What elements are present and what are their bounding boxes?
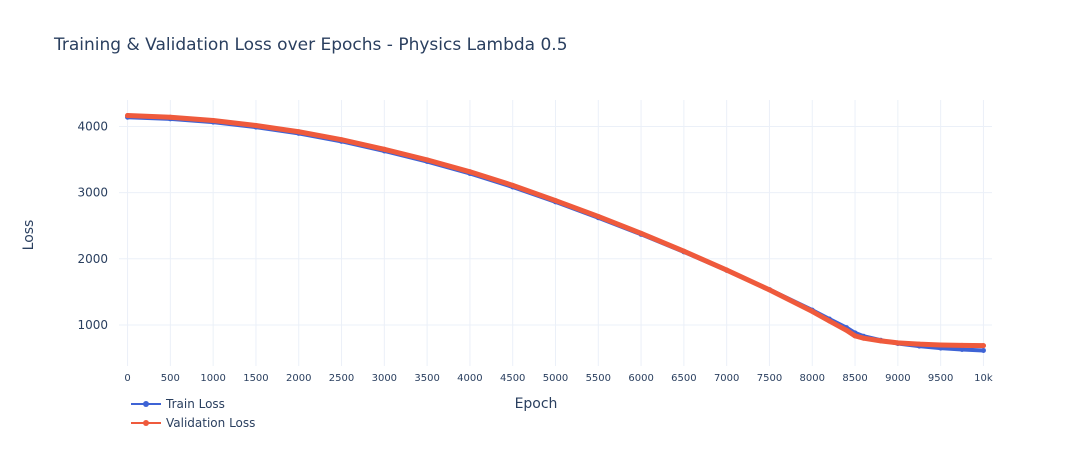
x-tick-label: 9000	[885, 373, 910, 384]
series-point	[253, 122, 259, 128]
x-tick-label: 1500	[243, 373, 268, 384]
legend-label: Train Loss	[165, 397, 225, 411]
x-tick-label: 2000	[286, 373, 311, 384]
series-point	[809, 308, 815, 314]
series-point	[638, 230, 644, 236]
series-point	[296, 129, 302, 135]
x-tick-label: 500	[161, 373, 180, 384]
series-point	[959, 346, 965, 352]
legend: Train Loss Validation Loss	[131, 397, 255, 430]
series-point	[724, 267, 730, 273]
y-tick-label: 4000	[77, 119, 108, 133]
x-axis-ticks: 0 500 1000 1500 2000 2500 3000 3500 4000 4500 5000…	[124, 373, 993, 384]
x-tick-label: 7000	[714, 373, 739, 384]
y-tick-label: 2000	[77, 252, 108, 266]
series-point	[167, 114, 173, 120]
x-tick-label: 10k	[974, 373, 993, 384]
series-point	[681, 248, 687, 254]
series-point	[210, 118, 216, 124]
y-tick-label: 3000	[77, 186, 108, 200]
chart-title: Training & Validation Loss over Epochs -…	[53, 35, 568, 55]
x-tick-label: 3500	[414, 373, 439, 384]
legend-item-train-loss[interactable]: Train Loss	[131, 397, 225, 411]
legend-item-validation-loss[interactable]: Validation Loss	[131, 416, 255, 430]
series-point	[125, 113, 131, 119]
series-layer	[125, 113, 986, 353]
x-tick-label: 9500	[928, 373, 953, 384]
grid-lines	[119, 100, 992, 366]
series-point	[938, 342, 944, 348]
series-point	[878, 338, 884, 344]
legend-swatch-marker	[143, 401, 149, 407]
legend-label: Validation Loss	[166, 416, 255, 430]
series-point	[339, 137, 345, 143]
x-tick-label: 8000	[800, 373, 825, 384]
series-point	[861, 335, 867, 341]
series-point	[852, 333, 858, 339]
y-axis-ticks: 1000 2000 3000 4000	[77, 119, 108, 332]
series-point	[381, 146, 387, 152]
series-point	[595, 213, 601, 219]
series-point	[766, 287, 772, 293]
series-point	[895, 340, 901, 346]
series-point	[553, 198, 558, 204]
x-tick-label: 5500	[586, 373, 611, 384]
x-tick-label: 6000	[628, 373, 653, 384]
legend-swatch-marker	[143, 420, 149, 426]
x-tick-label: 4000	[457, 373, 482, 384]
series-point	[980, 343, 986, 349]
series-point	[844, 327, 849, 333]
x-tick-label: 1000	[200, 373, 225, 384]
x-tick-label: 2500	[329, 373, 354, 384]
x-tick-label: 0	[124, 373, 130, 384]
series-point	[980, 347, 986, 353]
x-tick-label: 8500	[842, 373, 867, 384]
series-point	[424, 157, 430, 163]
series-point	[916, 341, 922, 347]
x-tick-label: 7500	[757, 373, 782, 384]
x-axis-title: Epoch	[515, 396, 558, 412]
series-point	[959, 342, 965, 348]
x-tick-label: 3000	[372, 373, 397, 384]
y-axis-title: Loss	[21, 220, 37, 251]
x-tick-label: 6500	[671, 373, 696, 384]
series-point	[826, 318, 832, 324]
series-point	[510, 182, 516, 188]
series-point	[467, 169, 473, 175]
x-tick-label: 4500	[500, 373, 525, 384]
x-tick-label: 5000	[543, 373, 568, 384]
y-tick-label: 1000	[77, 318, 108, 332]
